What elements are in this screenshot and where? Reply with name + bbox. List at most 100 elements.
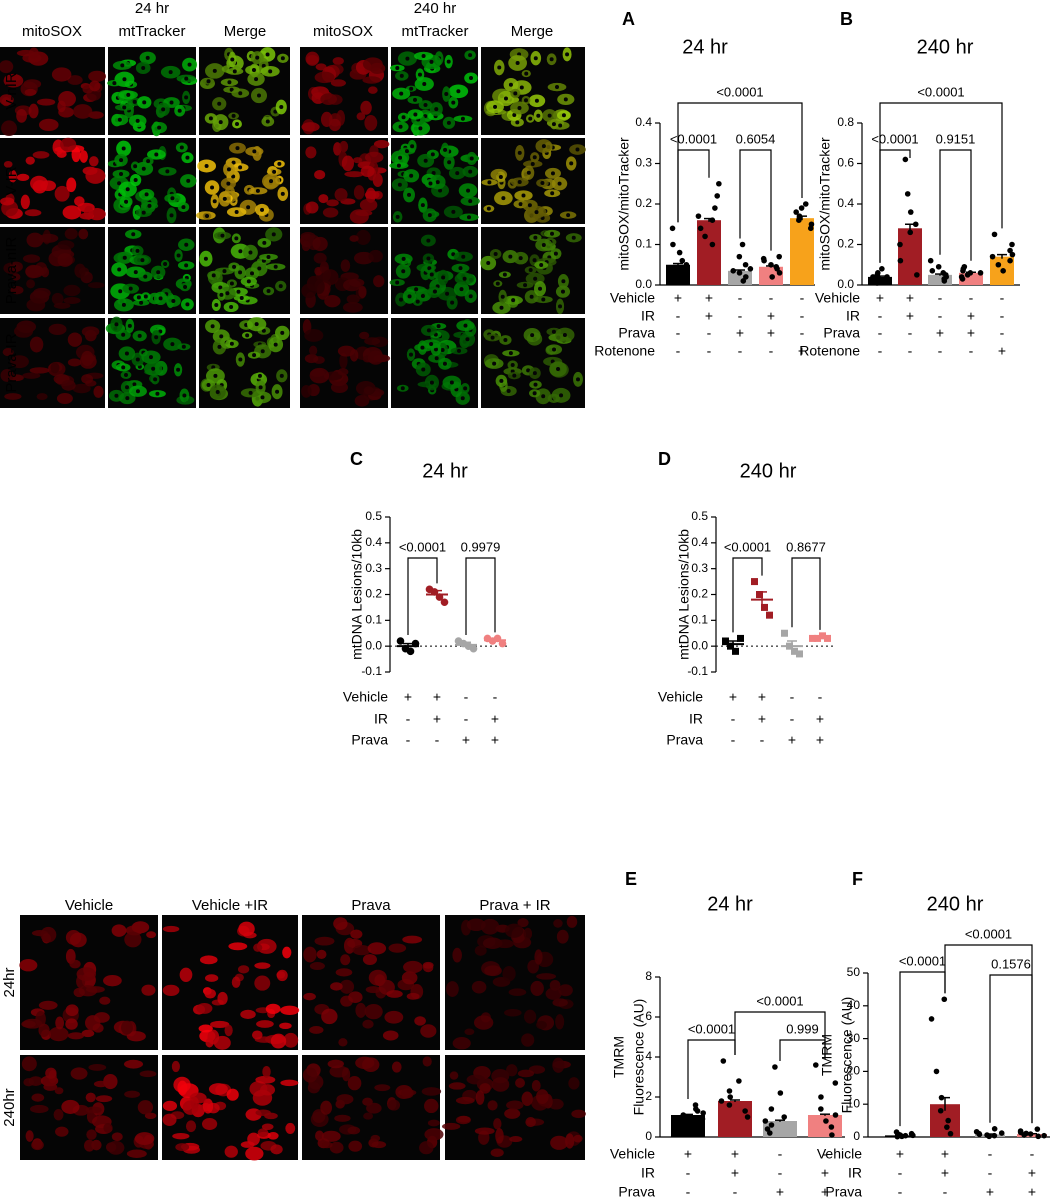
data-point bbox=[764, 1126, 771, 1132]
cell bbox=[480, 918, 500, 935]
y-tick-label: 0.1 bbox=[635, 237, 652, 251]
data-point bbox=[832, 1080, 839, 1086]
condition-mark: + bbox=[906, 290, 914, 306]
cell bbox=[445, 981, 459, 997]
nucleus bbox=[407, 192, 412, 197]
nucleus bbox=[499, 305, 504, 310]
condition-label: Vehicle bbox=[610, 290, 655, 306]
condition-mark: - bbox=[686, 1184, 691, 1200]
nucleus bbox=[114, 393, 119, 398]
cell bbox=[261, 1123, 274, 1131]
nucleus bbox=[266, 289, 271, 294]
row-label: 24hr bbox=[1, 967, 18, 997]
nucleus bbox=[123, 373, 128, 378]
cell bbox=[314, 71, 335, 84]
condition-mark: + bbox=[1028, 1165, 1036, 1181]
cell bbox=[303, 992, 316, 1001]
data-point bbox=[781, 629, 788, 637]
nucleus bbox=[421, 367, 426, 372]
condition-label: Rotenone bbox=[799, 343, 860, 359]
nucleus bbox=[248, 390, 253, 395]
cell bbox=[448, 1082, 466, 1090]
nucleus bbox=[412, 97, 417, 102]
nucleus bbox=[161, 107, 166, 112]
cell bbox=[29, 367, 50, 374]
data-point bbox=[702, 233, 708, 240]
cell bbox=[536, 1089, 549, 1105]
nucleus bbox=[541, 243, 546, 248]
data-point bbox=[914, 272, 920, 278]
cell bbox=[315, 1130, 324, 1141]
data-point bbox=[498, 639, 507, 648]
y-axis-label: mtDNA Lesions/10kb bbox=[676, 529, 692, 660]
cell bbox=[84, 1139, 95, 1152]
nucleus bbox=[468, 53, 473, 58]
cell bbox=[301, 240, 311, 252]
nucleus bbox=[280, 330, 285, 335]
cell bbox=[85, 1015, 101, 1031]
nucleus bbox=[458, 266, 463, 271]
y-tick-label: 50 bbox=[847, 965, 861, 979]
data-point bbox=[897, 241, 903, 248]
cell bbox=[60, 137, 77, 152]
nucleus bbox=[212, 68, 217, 73]
cell bbox=[0, 94, 14, 106]
nucleus bbox=[157, 125, 162, 130]
cell bbox=[88, 1063, 107, 1071]
cell bbox=[279, 1022, 292, 1030]
nucleus bbox=[490, 335, 495, 340]
time-label: 240 hr bbox=[414, 0, 457, 17]
cell bbox=[270, 1144, 283, 1155]
cell bbox=[553, 919, 563, 928]
nucleus bbox=[225, 291, 230, 296]
cell bbox=[76, 967, 97, 982]
y-tick-label: 0.5 bbox=[691, 509, 708, 523]
data-point bbox=[699, 1116, 706, 1122]
nucleus bbox=[128, 286, 133, 291]
data-point bbox=[777, 1090, 784, 1096]
nucleus bbox=[532, 258, 537, 263]
nucleus bbox=[396, 163, 401, 168]
cell bbox=[93, 1080, 108, 1088]
p-value-label: <0.0001 bbox=[716, 84, 763, 99]
cell bbox=[31, 1139, 44, 1151]
cell bbox=[427, 1119, 440, 1127]
cell bbox=[57, 240, 75, 250]
cell bbox=[327, 1059, 344, 1069]
cell bbox=[346, 294, 360, 304]
data-point bbox=[897, 257, 904, 264]
nucleus bbox=[260, 395, 265, 400]
nucleus bbox=[456, 89, 461, 94]
data-point bbox=[902, 156, 909, 163]
cell bbox=[349, 209, 369, 224]
cell bbox=[38, 1023, 50, 1038]
cell bbox=[19, 959, 38, 972]
bar bbox=[868, 276, 892, 285]
p-value-label: <0.0001 bbox=[688, 1021, 735, 1036]
nucleus bbox=[503, 337, 508, 342]
cell bbox=[571, 1109, 586, 1119]
panel-letter: D bbox=[658, 449, 671, 469]
cell bbox=[93, 385, 104, 398]
nucleus bbox=[217, 101, 222, 106]
nucleus bbox=[468, 199, 473, 204]
nucleus bbox=[133, 270, 138, 275]
nucleus bbox=[121, 332, 126, 337]
y-tick-label: -0.1 bbox=[687, 664, 708, 678]
cell bbox=[555, 1014, 565, 1030]
nucleus bbox=[420, 294, 425, 299]
condition-mark: + bbox=[674, 290, 682, 306]
condition-label: IR bbox=[374, 711, 388, 727]
nucleus bbox=[137, 333, 142, 338]
column-label: Merge bbox=[224, 23, 267, 40]
cell bbox=[43, 1083, 58, 1091]
cell bbox=[282, 946, 292, 959]
cell bbox=[3, 73, 24, 88]
data-point bbox=[773, 263, 780, 270]
cell bbox=[67, 75, 83, 85]
micrograph bbox=[300, 138, 390, 224]
micrograph bbox=[0, 227, 105, 314]
nucleus bbox=[426, 328, 431, 333]
cell bbox=[509, 1136, 523, 1143]
cell bbox=[343, 937, 356, 954]
